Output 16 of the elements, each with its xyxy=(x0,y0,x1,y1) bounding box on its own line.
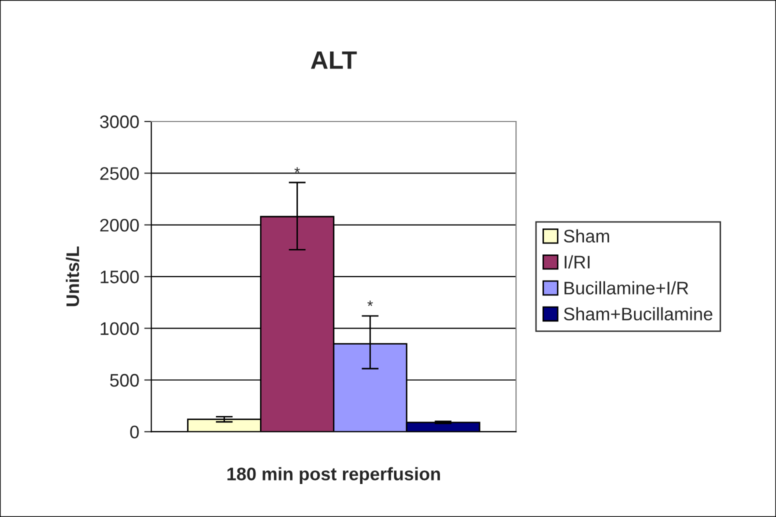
legend-label: Bucillamine+I/R xyxy=(564,281,688,294)
legend-label: Sham+Bucillamine xyxy=(564,307,712,320)
y-tick-label: 1000 xyxy=(100,322,139,336)
y-tick-label: 2500 xyxy=(100,167,139,180)
data-label: * xyxy=(294,167,300,173)
chart-title: ALT xyxy=(310,52,357,69)
x-axis-title: 180 min post reperfusion xyxy=(227,467,440,484)
y-tick-label: 2000 xyxy=(100,218,139,232)
y-tick-label: 1500 xyxy=(100,270,139,284)
y-tick-label: 500 xyxy=(110,374,139,387)
data-label: * xyxy=(367,300,373,306)
legend-label: I/RI xyxy=(564,255,590,269)
y-axis-title: Units/L xyxy=(66,246,80,306)
legend-label: Sham xyxy=(564,229,610,243)
y-tick-label: 3000 xyxy=(100,115,139,128)
y-tick-label: 0 xyxy=(130,426,139,438)
